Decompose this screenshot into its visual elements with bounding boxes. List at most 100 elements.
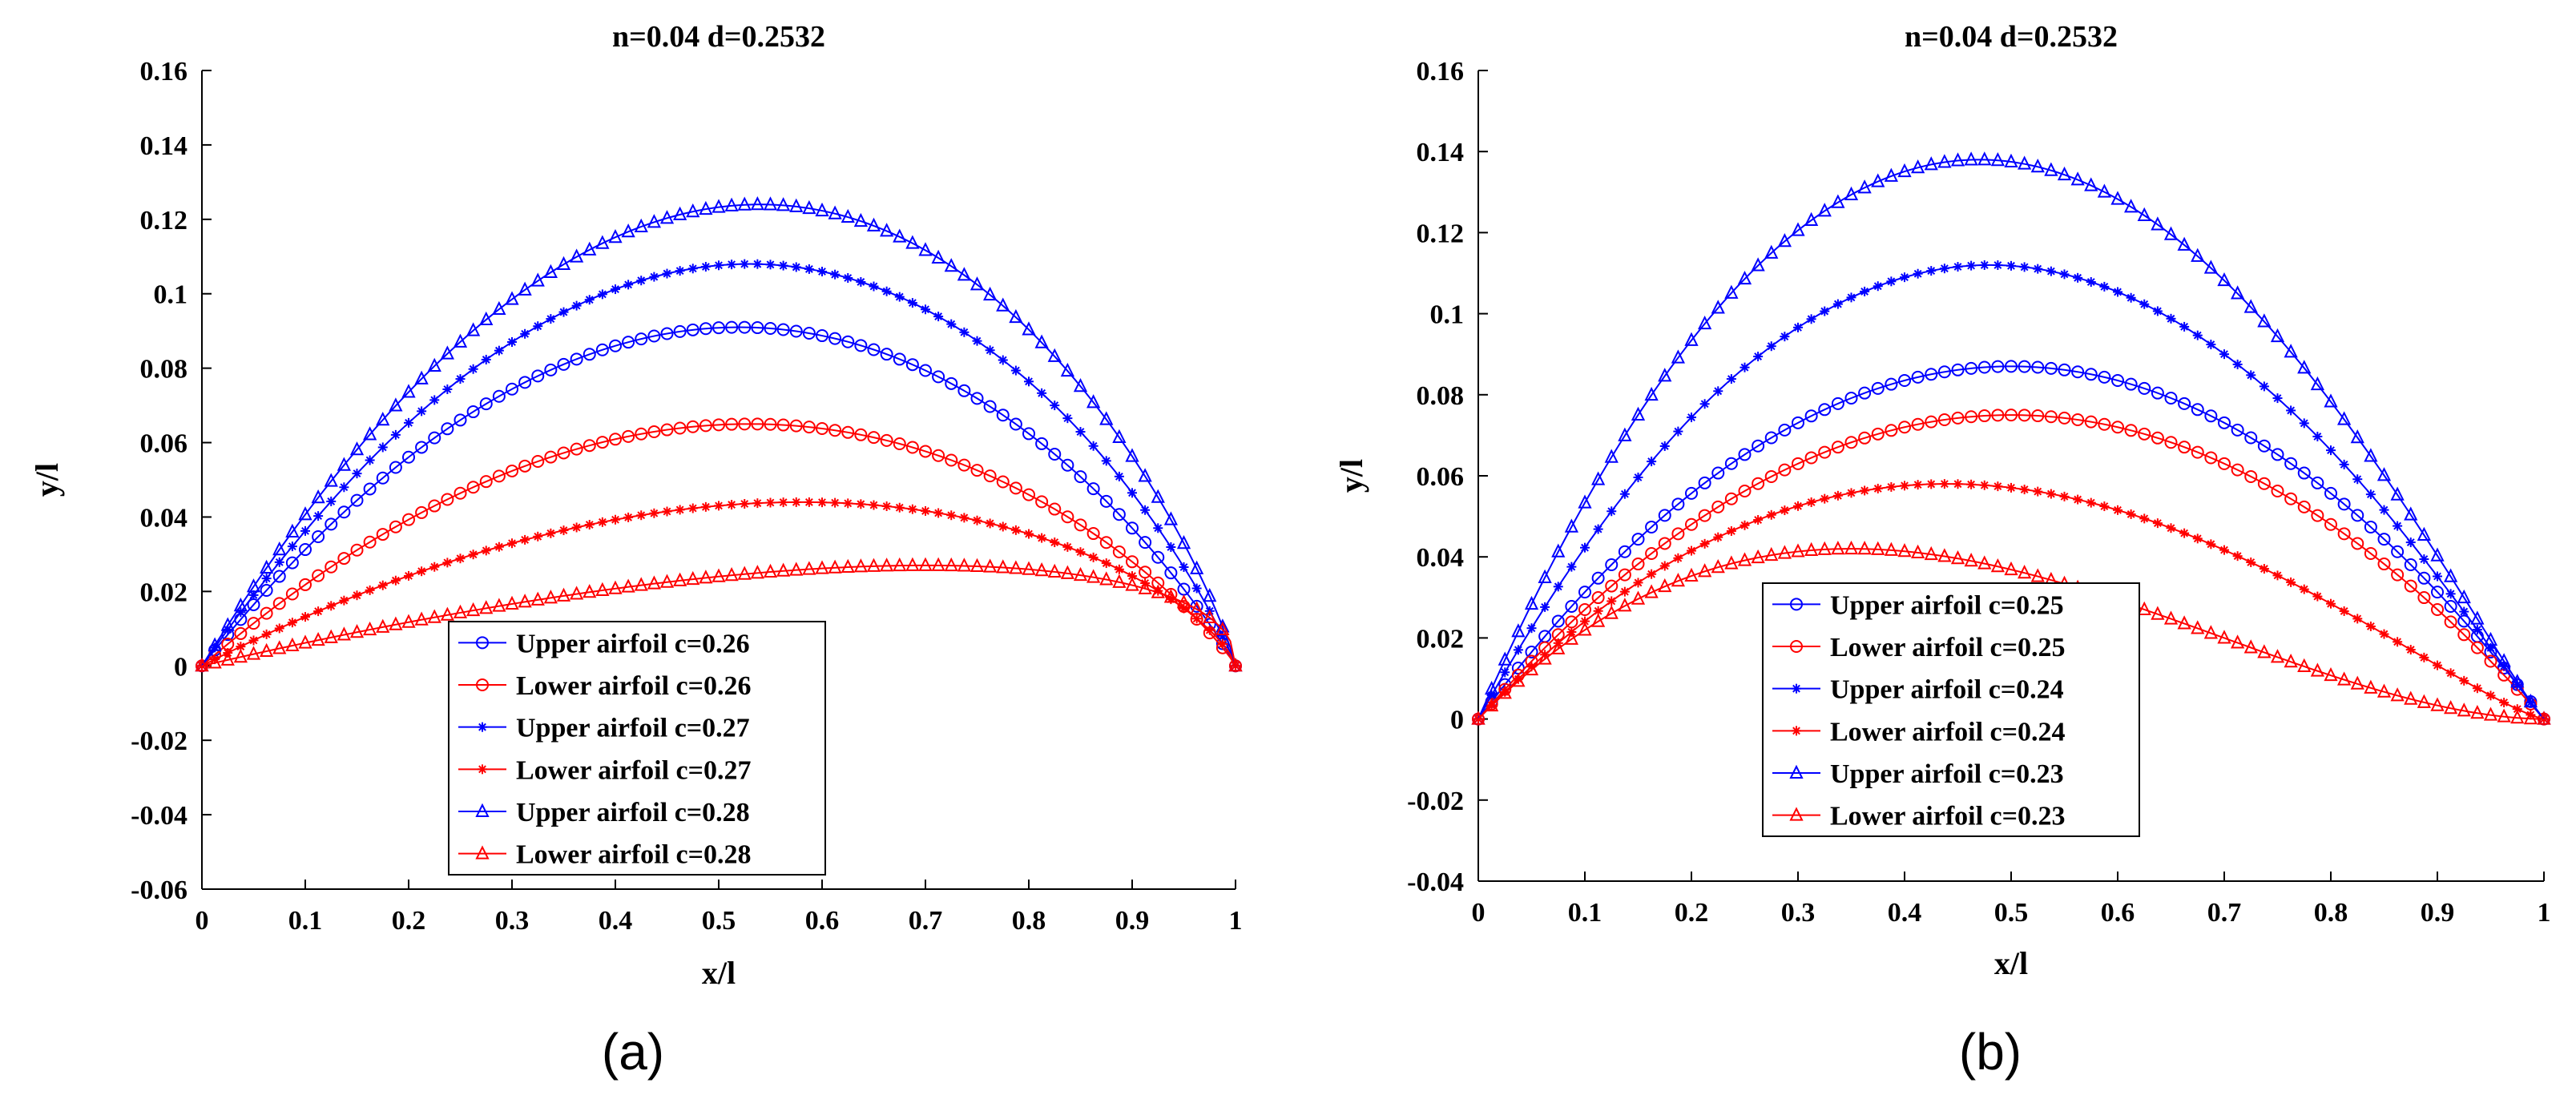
data-point (247, 617, 260, 630)
data-point (725, 417, 739, 431)
data-point (1591, 471, 1606, 485)
series-lower-airfoil-c-0-25 (1472, 409, 2550, 726)
data-point (1591, 613, 1606, 627)
data-point (2033, 486, 2043, 497)
data-point (1203, 588, 1217, 602)
data-point (298, 634, 312, 649)
data-point (2376, 683, 2392, 698)
data-point (957, 458, 971, 472)
data-point (2326, 598, 2336, 609)
data-point (492, 300, 506, 316)
data-point (260, 559, 274, 574)
data-point (700, 501, 711, 512)
data-point (417, 406, 427, 417)
legend-marker (478, 722, 487, 732)
data-point (893, 228, 907, 243)
data-point (285, 637, 300, 652)
data-point (518, 594, 532, 608)
data-point (2393, 637, 2403, 647)
chart-title: n=0.04 d=0.2532 (612, 20, 825, 54)
legend-label: Upper airfoil c=0.26 (516, 629, 750, 658)
data-point (636, 510, 647, 521)
data-point (1538, 650, 1552, 665)
data-point (2390, 687, 2405, 702)
data-point (2352, 474, 2363, 485)
data-point (1698, 509, 1711, 522)
data-point (817, 497, 827, 508)
data-point (1086, 569, 1101, 583)
data-point (2457, 628, 2471, 642)
data-point (893, 437, 906, 451)
data-point (246, 578, 261, 593)
data-point (1953, 479, 1963, 489)
x-tick-label: 0.6 (805, 906, 840, 936)
data-point (880, 348, 893, 361)
panel-label: (b) (1959, 1023, 2022, 1081)
data-point (2113, 505, 2122, 515)
data-point (1204, 625, 1215, 635)
data-point (2286, 405, 2296, 416)
data-point (1010, 525, 1021, 535)
data-point (441, 422, 454, 436)
data-point (621, 223, 635, 238)
data-point (2152, 518, 2163, 529)
data-point (285, 556, 299, 570)
data-point (1073, 377, 1088, 393)
data-point (1591, 591, 1605, 605)
data-point (1911, 544, 1925, 559)
data-point (2337, 671, 2352, 686)
data-point (2311, 509, 2324, 522)
data-point (2417, 526, 2431, 541)
data-point (750, 565, 764, 579)
data-point (1698, 315, 1712, 330)
data-point (2191, 248, 2205, 262)
data-point (494, 345, 504, 356)
data-point (1631, 406, 1646, 421)
data-point (453, 333, 468, 348)
data-point (647, 425, 661, 438)
data-point (881, 501, 892, 511)
x-tick-label: 0.4 (599, 906, 633, 936)
data-point (2099, 281, 2110, 292)
data-point (1846, 488, 1856, 498)
data-point (2351, 509, 2364, 522)
data-point (492, 389, 506, 403)
data-point (983, 400, 997, 413)
data-point (2284, 492, 2298, 505)
data-point (1618, 598, 1632, 612)
data-point (363, 535, 377, 549)
data-point (959, 513, 970, 523)
data-point (544, 363, 558, 376)
data-point (520, 328, 530, 339)
data-point (1151, 584, 1165, 598)
data-point (260, 584, 273, 598)
data-point (1088, 441, 1099, 451)
legend-label: Upper airfoil c=0.24 (1830, 675, 2064, 705)
legend-label: Lower airfoil c=0.27 (516, 755, 752, 785)
data-point (390, 575, 401, 586)
data-point (2099, 501, 2110, 512)
data-point (1578, 622, 1592, 636)
data-point (673, 206, 687, 220)
data-point (2204, 409, 2218, 423)
data-point (507, 538, 517, 549)
data-point (1937, 154, 1952, 168)
data-point (1048, 502, 1062, 516)
data-point (1112, 574, 1127, 588)
data-point (324, 629, 338, 643)
data-point (623, 512, 634, 522)
data-point (543, 264, 558, 279)
data-point (2046, 266, 2056, 276)
data-point (918, 242, 933, 256)
data-point (1778, 423, 1792, 437)
series-line (201, 564, 1236, 667)
data-point (919, 364, 932, 377)
data-point (1885, 424, 1898, 437)
data-point (1114, 471, 1124, 481)
x-tick-label: 0.6 (2101, 898, 2135, 928)
data-point (530, 272, 545, 287)
data-point (712, 418, 725, 432)
data-point (1753, 352, 1764, 362)
data-point (1139, 536, 1152, 550)
data-point (1645, 520, 1659, 533)
